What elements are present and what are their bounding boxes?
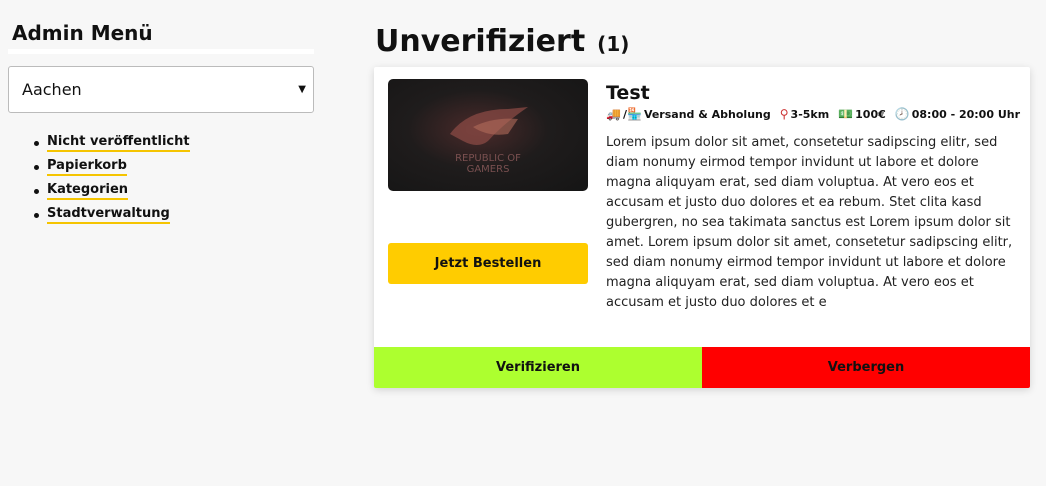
delivery-mode: Versand & Abholung: [643, 107, 771, 121]
listing-description: Lorem ipsum dolor sit amet, consetetur s…: [606, 135, 1013, 310]
price: 100€: [855, 107, 886, 121]
money-icon: 💵: [838, 107, 854, 121]
menu-item-unpublished: Nicht veröffentlicht: [34, 131, 314, 155]
page-header: Unverifiziert (1): [375, 24, 629, 59]
admin-menu: Nicht veröffentlicht Papierkorb Kategori…: [8, 131, 314, 227]
distance: 3-5km: [790, 107, 830, 121]
clock-icon: 🕗: [894, 107, 910, 121]
listing-meta: 🚚 / 🏪 Versand & Abholung ⚲ 3-5km 💵 100€ 🕗 …: [606, 107, 1021, 121]
bullet: [34, 188, 39, 194]
caret-down-icon: ▼: [298, 84, 306, 95]
truck-icon: 🚚: [606, 107, 621, 121]
svg-text:REPUBLIC OF: REPUBLIC OF: [455, 153, 521, 164]
pin-icon: ⚲: [779, 107, 789, 121]
menu-item-city-admin: Stadtverwaltung: [34, 203, 314, 227]
menu-link-trash[interactable]: Papierkorb: [47, 158, 127, 176]
listing-image: REPUBLIC OF GAMERS: [388, 79, 588, 191]
menu-link-categories[interactable]: Kategorien: [47, 182, 129, 200]
listing-card: REPUBLIC OF GAMERS Jetzt Bestellen Test …: [374, 67, 1030, 388]
sidebar-title: Admin Menü: [12, 21, 153, 45]
listing-title: Test: [606, 82, 650, 104]
menu-link-unpublished[interactable]: Nicht veröffentlicht: [47, 134, 190, 152]
bullet: [34, 140, 39, 146]
city-select[interactable]: Aachen ▼: [8, 66, 314, 113]
listing-content: Test 🚚 / 🏪 Versand & Abholung ⚲ 3-5km 💵 10…: [606, 81, 1022, 313]
menu-item-categories: Kategorien: [34, 179, 314, 203]
city-select-value: Aachen: [22, 80, 82, 99]
admin-sidebar: Admin Menü Aachen ▼ Nicht veröffentlicht…: [8, 18, 314, 227]
order-now-button[interactable]: Jetzt Bestellen: [388, 243, 588, 284]
item-count: (1): [597, 32, 630, 56]
store-icon: 🏪: [626, 107, 642, 121]
bullet: [34, 212, 39, 218]
divider: [8, 49, 314, 54]
verify-button[interactable]: Verifizieren: [374, 347, 702, 388]
opening-hours: 08:00 - 20:00 Uhr: [911, 107, 1021, 121]
card-actions: Verifizieren Verbergen: [374, 347, 1030, 388]
svg-text:GAMERS: GAMERS: [467, 164, 510, 175]
bullet: [34, 164, 39, 170]
menu-item-trash: Papierkorb: [34, 155, 314, 179]
page-title: Unverifiziert: [375, 24, 586, 59]
hide-button[interactable]: Verbergen: [702, 347, 1030, 388]
menu-link-city-admin[interactable]: Stadtverwaltung: [47, 206, 170, 224]
